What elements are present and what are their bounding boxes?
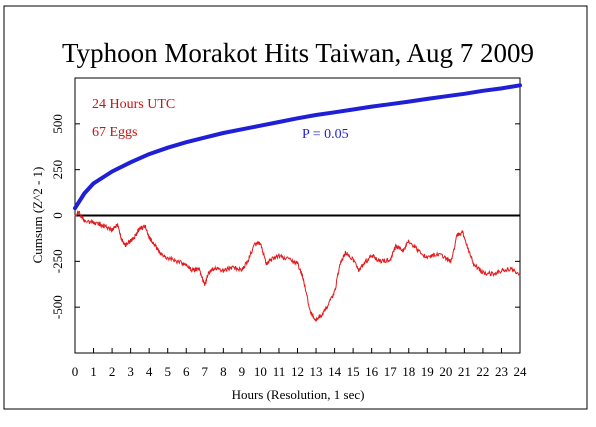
x-tick-label: 20 xyxy=(439,364,452,379)
x-tick-label: 16 xyxy=(365,364,379,379)
y-tick-label: 0 xyxy=(50,212,65,219)
chart-title: Typhoon Morakot Hits Taiwan, Aug 7 2009 xyxy=(62,38,534,68)
x-tick-label: 19 xyxy=(421,364,434,379)
eggs-annotation: 67 Eggs xyxy=(92,125,138,140)
y-axis-ticks: -500 -250 0 250 500 xyxy=(50,114,520,319)
y-tick-label: 250 xyxy=(50,160,65,180)
y-axis-label: Cumsum (Z^2 - 1) xyxy=(30,167,45,264)
x-tick-label: 13 xyxy=(310,364,323,379)
x-tick-label: 10 xyxy=(254,364,267,379)
x-axis-ticks: 0 1 2 3 4 5 6 7 8 9 10 11 12 13 14 15 16 17 18 19 20 21 22 23 24 xyxy=(72,348,527,379)
x-tick-label: 0 xyxy=(72,364,79,379)
y-tick-label: -500 xyxy=(50,295,65,319)
x-tick-label: 3 xyxy=(127,364,134,379)
x-tick-label: 24 xyxy=(514,364,528,379)
x-tick-label: 6 xyxy=(183,364,190,379)
y-tick-label: -250 xyxy=(50,249,65,273)
x-tick-label: 15 xyxy=(347,364,360,379)
x-axis-label: Hours (Resolution, 1 sec) xyxy=(232,387,365,402)
x-tick-label: 1 xyxy=(90,364,97,379)
cumsum-series-line xyxy=(74,210,521,323)
x-tick-label: 11 xyxy=(273,364,286,379)
x-tick-label: 7 xyxy=(202,364,209,379)
x-tick-label: 2 xyxy=(109,364,116,379)
series-layer xyxy=(73,83,522,323)
x-tick-label: 18 xyxy=(402,364,415,379)
probability-envelope-line xyxy=(73,83,522,211)
hours-annotation: 24 Hours UTC xyxy=(92,97,175,112)
x-tick-label: 4 xyxy=(146,364,153,379)
x-tick-label: 12 xyxy=(291,364,304,379)
x-tick-label: 17 xyxy=(384,364,398,379)
outer-frame xyxy=(3,5,588,410)
y-tick-label: 500 xyxy=(50,114,65,134)
x-tick-label: 9 xyxy=(239,364,246,379)
x-tick-label: 22 xyxy=(476,364,489,379)
x-tick-label: 14 xyxy=(328,364,342,379)
x-tick-label: 21 xyxy=(458,364,471,379)
x-tick-label: 23 xyxy=(495,364,508,379)
x-tick-label: 5 xyxy=(164,364,171,379)
p-value-annotation: P = 0.05 xyxy=(302,127,349,142)
x-tick-label: 8 xyxy=(220,364,227,379)
